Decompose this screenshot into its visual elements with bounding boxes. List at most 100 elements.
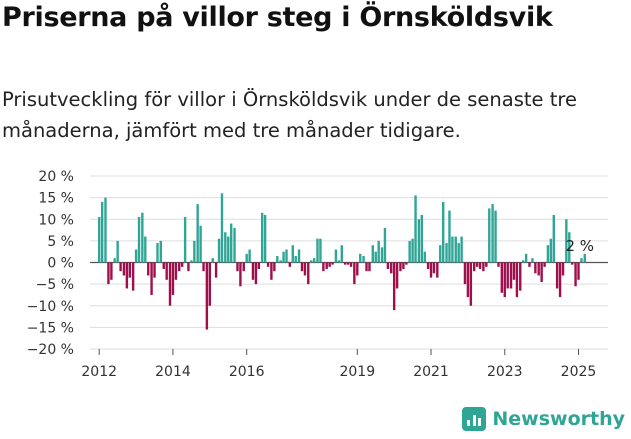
bar [239, 262, 242, 287]
bar [374, 251, 377, 263]
bar [263, 214, 267, 263]
bar [558, 262, 562, 298]
bar [224, 232, 227, 263]
bar [457, 243, 460, 263]
bar [260, 212, 264, 263]
bar [307, 262, 310, 285]
y-tick-label: 0 % [47, 256, 74, 272]
bar [436, 262, 439, 278]
bar [531, 258, 534, 263]
bar [552, 214, 556, 263]
bar [128, 262, 132, 278]
bar [257, 262, 261, 269]
bar [98, 217, 101, 263]
y-tick-label: −10 % [27, 299, 74, 315]
bar [497, 262, 500, 267]
bar [509, 262, 513, 289]
bar [205, 262, 209, 330]
bar [524, 253, 528, 263]
bar [555, 262, 559, 289]
bar [540, 262, 543, 282]
bar [408, 240, 411, 263]
bar [377, 240, 380, 263]
bar [227, 236, 230, 263]
bar [174, 262, 178, 280]
bar [125, 262, 129, 289]
bar [386, 262, 390, 269]
bar [285, 249, 288, 263]
bar [469, 262, 473, 306]
bar [319, 238, 322, 263]
bar [119, 262, 122, 272]
brand-logo: Newsworthy [462, 407, 625, 431]
bar [475, 262, 479, 267]
bar [208, 262, 212, 306]
bar [254, 262, 258, 285]
bar [423, 251, 426, 263]
bar [512, 262, 516, 280]
bar [328, 262, 331, 267]
bar [463, 262, 467, 285]
y-tick-label: 10 % [38, 212, 74, 228]
bar [165, 262, 168, 280]
bar [122, 262, 126, 276]
bar [537, 262, 540, 276]
bar [503, 262, 506, 298]
bar [147, 262, 150, 276]
bar [491, 204, 494, 263]
bar [159, 240, 162, 263]
bar [270, 262, 273, 280]
bar [429, 262, 433, 278]
bar [445, 243, 448, 263]
bar [390, 262, 393, 274]
bar [478, 262, 482, 269]
x-tick-label: 2025 [561, 364, 597, 380]
bar [549, 238, 553, 263]
bar [392, 262, 396, 311]
bar [202, 262, 205, 272]
x-tick-label: 2023 [487, 364, 523, 380]
y-tick-label: −15 % [27, 320, 74, 336]
bar [141, 212, 144, 263]
bar [282, 251, 285, 263]
bar [233, 227, 236, 263]
bar [426, 262, 430, 269]
page-subtitle: Prisutveckling för villor i Örnsköldsvik… [2, 88, 577, 142]
bar [251, 262, 255, 280]
bar [220, 193, 224, 263]
bar [417, 219, 421, 263]
bar [190, 260, 193, 263]
bar [276, 256, 279, 263]
x-tick-label: 2021 [413, 364, 449, 380]
bar [107, 262, 110, 285]
bar [236, 262, 239, 272]
bar [506, 262, 509, 289]
y-tick-label: −20 % [27, 342, 74, 358]
y-tick-label: 15 % [38, 191, 74, 207]
bar [451, 236, 454, 263]
bar [310, 260, 313, 263]
bar [144, 236, 147, 263]
bar [153, 262, 156, 278]
bar [356, 262, 359, 276]
page-title: Priserna på villor steg i Örnsköldsvik [2, 2, 553, 33]
bar [230, 223, 233, 263]
bar [522, 260, 525, 263]
bar [303, 262, 307, 276]
bar [534, 262, 537, 274]
bar [380, 247, 384, 263]
bar [294, 256, 297, 263]
bar [137, 217, 141, 263]
bar [405, 262, 408, 265]
bar [134, 249, 138, 263]
bar [353, 262, 356, 285]
bar [448, 210, 451, 263]
bar [193, 240, 196, 263]
bar [322, 262, 325, 272]
bar [279, 260, 282, 263]
bar [104, 197, 107, 263]
x-tick-label: 2014 [155, 364, 191, 380]
bar [171, 262, 175, 295]
bar [156, 243, 159, 263]
bar [362, 256, 365, 263]
